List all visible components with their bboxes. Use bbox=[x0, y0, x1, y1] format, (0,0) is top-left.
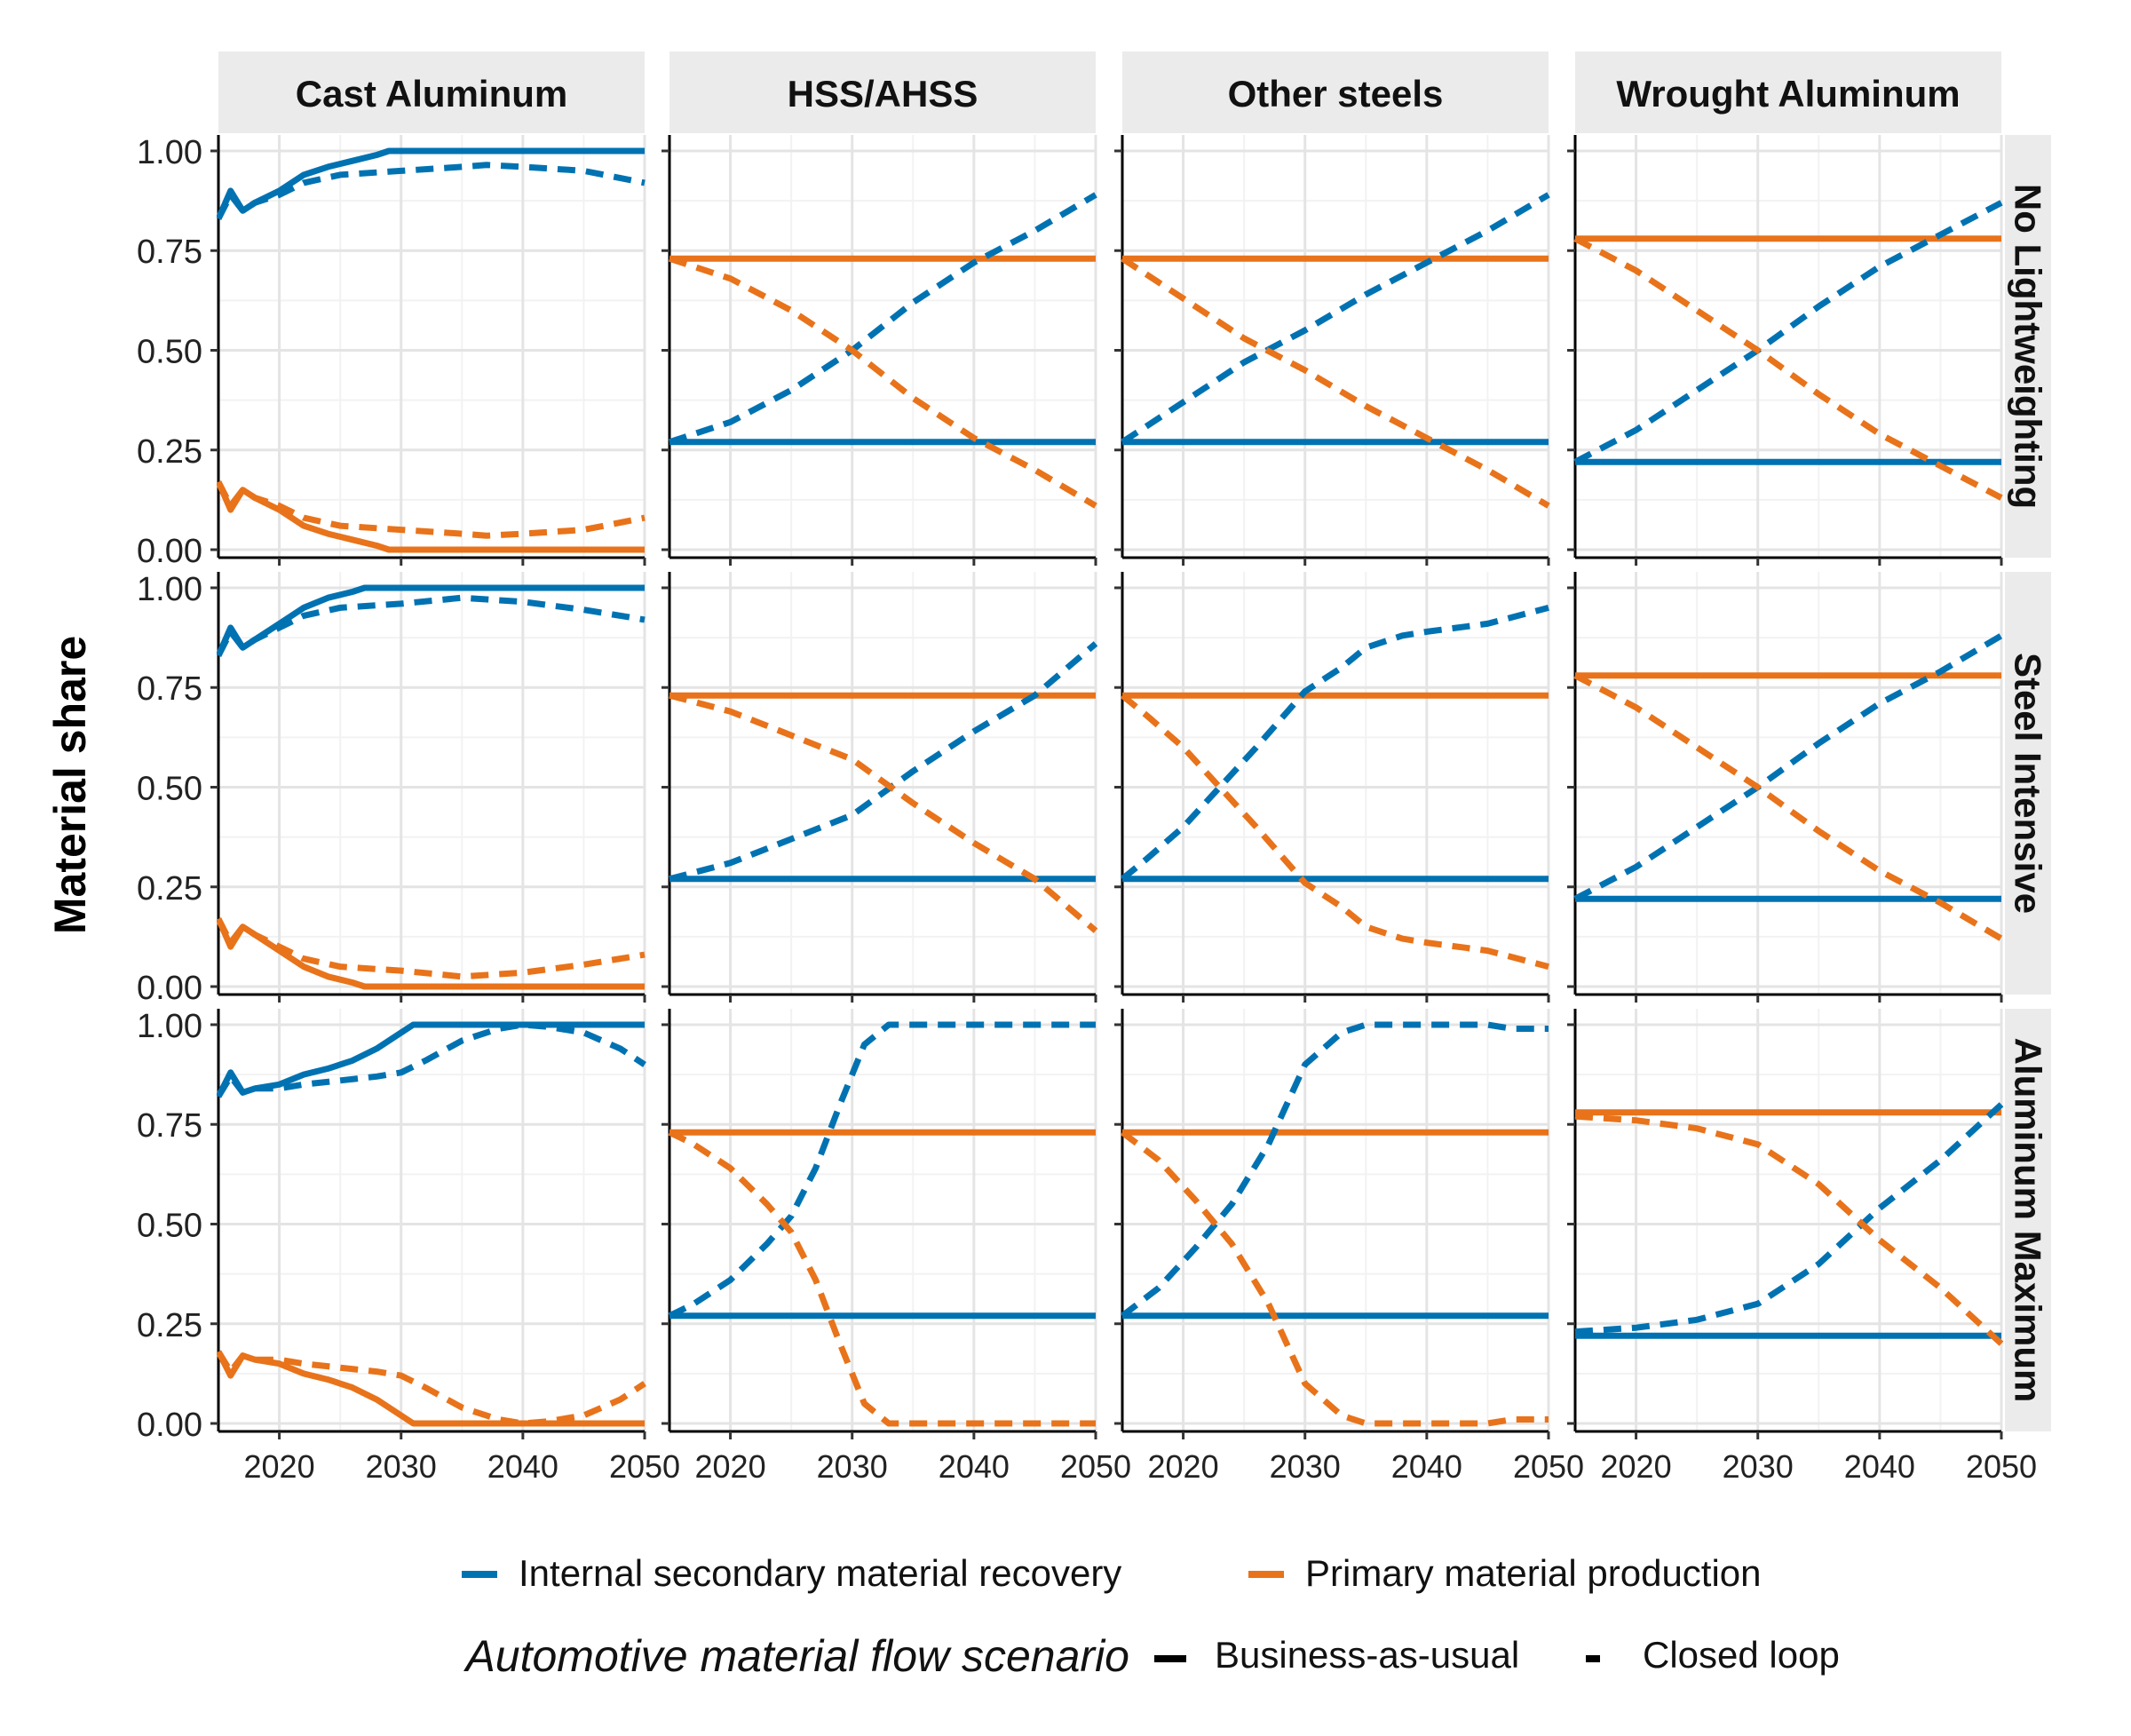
series-line-business-as-usual bbox=[217, 147, 645, 220]
series-line-business-as-usual bbox=[217, 480, 645, 553]
y-tick-label: 0.25 bbox=[137, 870, 202, 908]
facet-panel bbox=[1567, 572, 2003, 1003]
y-tick-label: 1.00 bbox=[137, 134, 202, 171]
x-tick-label: 2030 bbox=[817, 1448, 888, 1485]
x-tick-label: 2020 bbox=[244, 1448, 315, 1485]
y-tick-label: 0.75 bbox=[137, 670, 202, 708]
facet-strip-column bbox=[1575, 52, 2001, 133]
legend-label-closed-loop: Closed loop bbox=[1643, 1634, 1840, 1676]
series-line-closed-loop bbox=[1121, 192, 1550, 445]
facet-column-label: HSS/AHSS bbox=[788, 73, 978, 115]
series-line-closed-loop bbox=[1574, 1102, 2004, 1336]
series-line-closed-loop bbox=[668, 1021, 1096, 1319]
x-tick-label: 2040 bbox=[487, 1448, 558, 1485]
series-line-closed-loop bbox=[1121, 256, 1550, 509]
series-line-closed-loop bbox=[217, 594, 646, 657]
series-line-closed-loop bbox=[669, 692, 1098, 933]
facet-column-label: Wrought Aluminum bbox=[1616, 73, 1960, 115]
facet-panel bbox=[661, 135, 1097, 566]
y-tick-label: 0.25 bbox=[137, 433, 202, 471]
x-tick-label: 2050 bbox=[1060, 1448, 1131, 1485]
facet-strip-column bbox=[669, 52, 1096, 133]
facet-strip-column bbox=[1122, 52, 1549, 133]
x-tick-label: 2020 bbox=[1601, 1448, 1672, 1485]
series-line-closed-loop bbox=[1574, 1113, 2004, 1346]
facet-panel: 0.00 0.25 0.50 0.75 1.00 bbox=[137, 571, 646, 1007]
series-line-closed-loop bbox=[217, 1350, 646, 1427]
x-tick-label: 2030 bbox=[1270, 1448, 1341, 1485]
facet-panel: 2020 2030 2040 2050 bbox=[661, 1009, 1131, 1485]
facet-column-label: Other steels bbox=[1228, 73, 1444, 115]
y-tick-label: 0.00 bbox=[137, 533, 202, 570]
x-tick-label: 2040 bbox=[1391, 1448, 1462, 1485]
x-tick-label: 2050 bbox=[609, 1448, 680, 1485]
facet-row-label: Steel Intensive bbox=[2008, 653, 2049, 914]
series-line-closed-loop bbox=[668, 1130, 1096, 1427]
series-line-closed-loop bbox=[1121, 605, 1549, 882]
legend-title-scenario: Automotive material flow scenario bbox=[463, 1631, 1129, 1681]
facet-row-label: No Lightweighting bbox=[2008, 184, 2049, 509]
series-line-closed-loop bbox=[1121, 1130, 1549, 1427]
y-tick-label: 0.00 bbox=[137, 1407, 202, 1444]
series-line-closed-loop bbox=[217, 917, 646, 980]
legend-label-secondary: Internal secondary material recovery bbox=[519, 1552, 1121, 1594]
y-tick-label: 0.50 bbox=[137, 1207, 202, 1244]
x-tick-label: 2030 bbox=[1723, 1448, 1794, 1485]
y-tick-label: 0.00 bbox=[137, 970, 202, 1007]
legend-label-primary: Primary material production bbox=[1305, 1552, 1762, 1594]
facet-strip-row bbox=[2005, 135, 2051, 558]
facet-panel bbox=[1114, 135, 1550, 566]
y-axis-title: Material share bbox=[45, 636, 95, 934]
x-tick-label: 2020 bbox=[695, 1448, 766, 1485]
series-line-closed-loop bbox=[668, 255, 1097, 509]
series-line-closed-loop bbox=[1121, 1021, 1549, 1319]
series-line-closed-loop bbox=[217, 162, 646, 220]
x-tick-label: 2040 bbox=[1844, 1448, 1915, 1485]
facet-panel bbox=[1567, 135, 2003, 566]
facet-panel: 2020 2030 2040 2050 bbox=[1114, 1009, 1584, 1485]
legend-label-business-as-usual: Business-as-usual bbox=[1215, 1634, 1519, 1676]
facet-panel: 2020 2030 2040 2050 bbox=[1567, 1009, 2037, 1485]
y-tick-label: 1.00 bbox=[137, 1008, 202, 1045]
facet-panel bbox=[1114, 572, 1550, 1003]
facet-panel: 0.00 0.25 0.50 0.75 1.00 2020 2030 2040 2050 bbox=[137, 1008, 680, 1485]
series-line-closed-loop bbox=[217, 480, 646, 539]
y-tick-label: 0.50 bbox=[137, 770, 202, 807]
x-tick-label: 2020 bbox=[1148, 1448, 1219, 1485]
y-tick-label: 1.00 bbox=[137, 571, 202, 608]
x-tick-label: 2050 bbox=[1513, 1448, 1584, 1485]
y-tick-label: 0.25 bbox=[137, 1307, 202, 1344]
y-tick-label: 0.50 bbox=[137, 333, 202, 370]
x-tick-label: 2050 bbox=[1966, 1448, 2037, 1485]
x-tick-label: 2040 bbox=[939, 1448, 1010, 1485]
series-line-closed-loop bbox=[668, 192, 1097, 446]
facet-strip-column bbox=[218, 52, 645, 133]
facet-strip-row bbox=[2005, 1009, 2051, 1431]
y-tick-label: 0.75 bbox=[137, 234, 202, 271]
series-line-closed-loop bbox=[217, 1021, 646, 1098]
facet-column-label: Cast Aluminum bbox=[296, 73, 567, 115]
facet-row-label: Aluminum Maximum bbox=[2008, 1038, 2049, 1403]
facet-strip-row bbox=[2005, 572, 2051, 995]
series-line-closed-loop bbox=[1121, 693, 1549, 970]
y-tick-label: 0.75 bbox=[137, 1107, 202, 1145]
facet-panel bbox=[661, 572, 1097, 1003]
series-line-closed-loop bbox=[669, 641, 1098, 883]
x-tick-label: 2030 bbox=[366, 1448, 437, 1485]
facet-panel: 0.00 0.25 0.50 0.75 1.00 bbox=[137, 134, 646, 570]
